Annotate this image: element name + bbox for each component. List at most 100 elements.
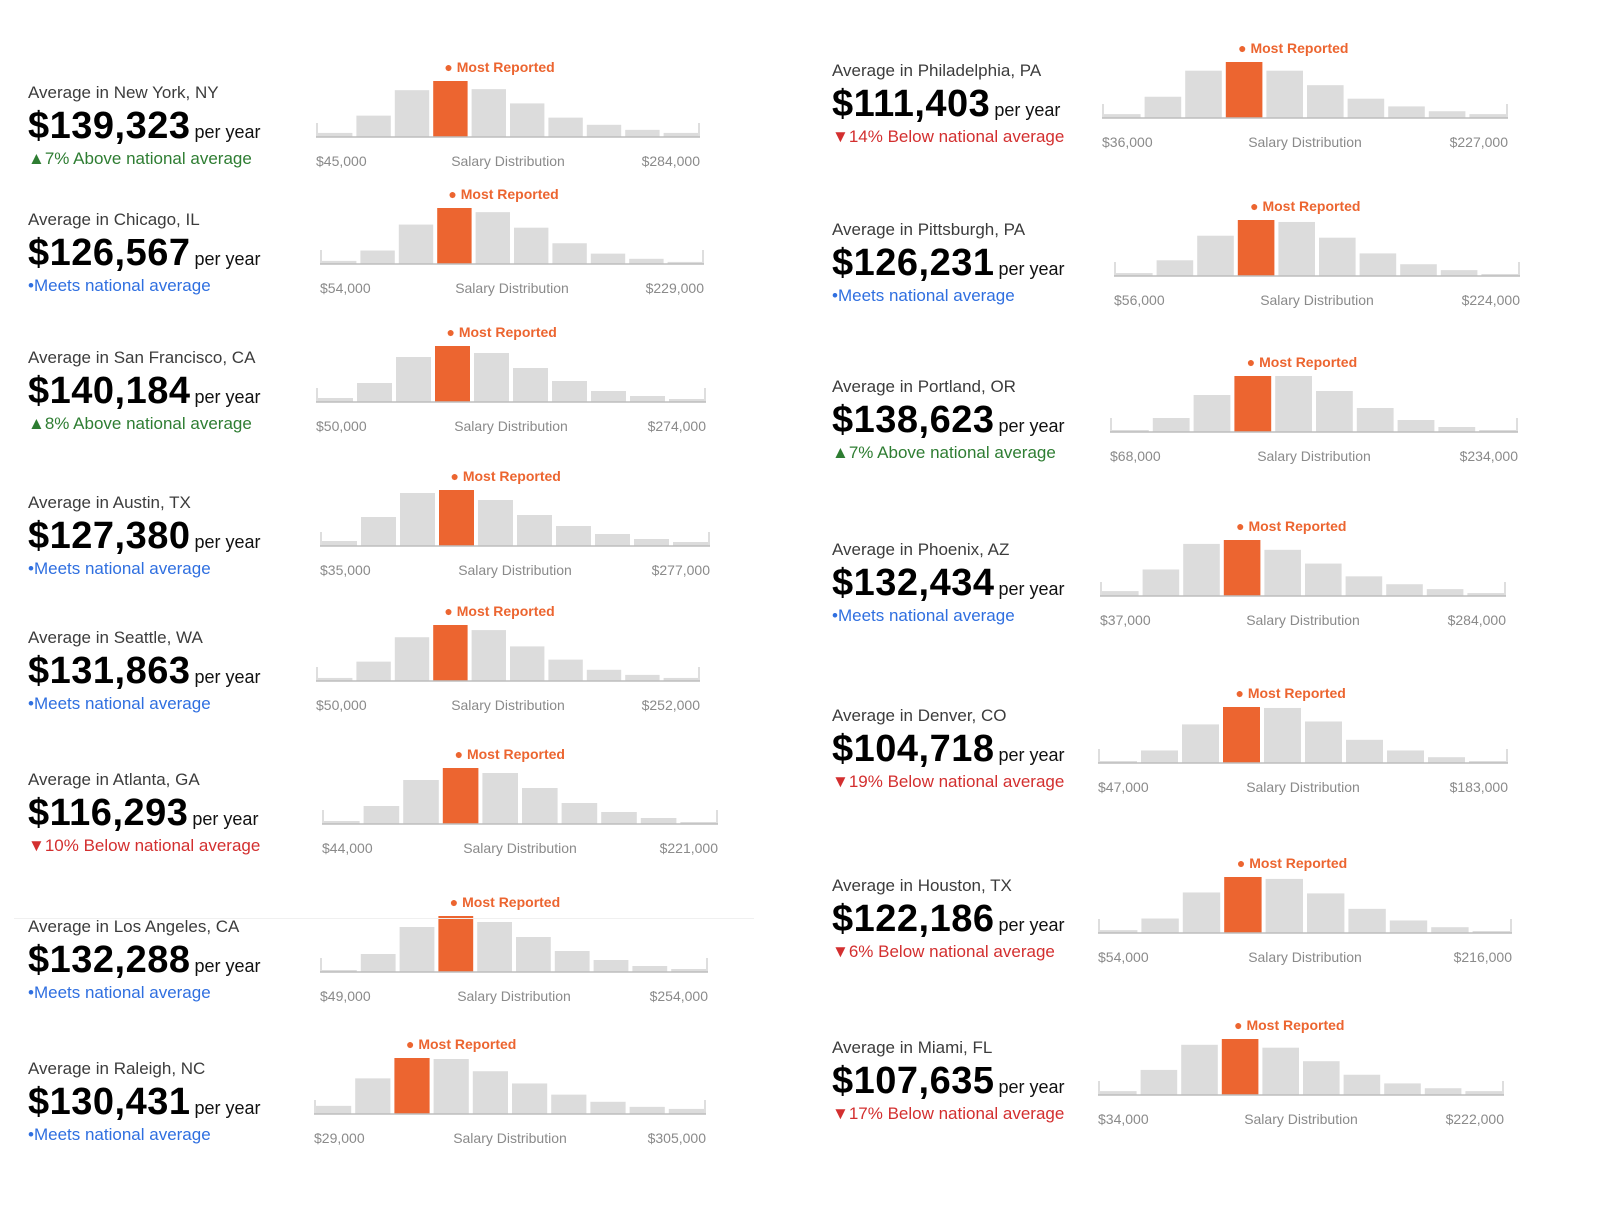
histogram-bar bbox=[398, 224, 434, 264]
salary-amount-line: $111,403 per year bbox=[832, 83, 1132, 126]
histogram-bar bbox=[1472, 931, 1510, 933]
x-axis-title: Salary Distribution bbox=[463, 840, 577, 856]
salary-distribution-chart: ● Most Reported $47,000 Salary Distributio… bbox=[1098, 685, 1508, 795]
salary-panel-los-angeles: Average in Los Angeles, CA $132,288 per ye… bbox=[28, 879, 768, 1029]
average-location-label: Average in Pittsburgh, PA bbox=[832, 220, 1026, 239]
histogram-bar-most-reported bbox=[1234, 376, 1272, 432]
histogram-bar bbox=[1343, 1074, 1381, 1095]
histogram-bar bbox=[629, 1106, 665, 1114]
most-reported-label: ● Most Reported bbox=[455, 746, 565, 762]
min-salary-tick-label: $50,000 bbox=[316, 697, 367, 713]
histogram-bar bbox=[517, 515, 552, 546]
national-average-comparison: •Meets national average bbox=[28, 983, 211, 1002]
histogram-bar bbox=[668, 1108, 704, 1114]
histogram-bar-most-reported bbox=[439, 490, 474, 546]
per-year-label: per year bbox=[192, 809, 259, 829]
histogram-bar bbox=[1346, 739, 1383, 763]
histogram-bar bbox=[1156, 260, 1194, 276]
histogram-bar bbox=[625, 674, 660, 681]
histogram-bar bbox=[1144, 96, 1182, 118]
histogram-bar bbox=[396, 357, 431, 402]
histogram-bar bbox=[1359, 253, 1397, 276]
national-average-comparison: ▲7% Above national average bbox=[832, 443, 1056, 462]
histogram-bar bbox=[1152, 418, 1190, 432]
histogram-bar bbox=[1465, 1091, 1502, 1095]
average-location-label: Average in Los Angeles, CA bbox=[28, 917, 240, 936]
average-location-label: Average in Philadelphia, PA bbox=[832, 61, 1042, 80]
histogram-bar bbox=[586, 669, 622, 681]
most-reported-label: ● Most Reported bbox=[444, 603, 554, 619]
average-salary-amount: $104,718 bbox=[832, 728, 995, 770]
salary-summary: Average in New York, NY $139,323 per year ▲… bbox=[28, 83, 328, 169]
min-salary-tick-label: $45,000 bbox=[316, 153, 367, 169]
histogram-bar bbox=[322, 541, 357, 546]
most-reported-label: ● Most Reported bbox=[1250, 198, 1360, 214]
min-salary-tick-label: $36,000 bbox=[1102, 134, 1153, 150]
salary-distribution-chart: ● Most Reported $34,000 Salary Distributio… bbox=[1098, 1017, 1504, 1127]
per-year-label: per year bbox=[194, 122, 261, 142]
per-year-label: per year bbox=[994, 100, 1061, 120]
salary-amount-line: $104,718 per year bbox=[832, 728, 1132, 771]
histogram-bar bbox=[640, 818, 677, 824]
histogram-bar bbox=[634, 539, 669, 546]
per-year-label: per year bbox=[194, 667, 261, 687]
histogram-bar bbox=[548, 659, 583, 681]
max-salary-tick-label: $224,000 bbox=[1462, 292, 1521, 308]
histogram-bar bbox=[360, 250, 395, 264]
national-average-comparison: ▼14% Below national average bbox=[832, 127, 1065, 146]
histogram-bar-most-reported bbox=[1224, 877, 1262, 933]
salary-summary: Average in Chicago, IL $126,567 per year •M… bbox=[28, 210, 328, 296]
salary-distribution-chart: ● Most Reported $54,000 Salary Distributio… bbox=[320, 186, 704, 296]
salary-distribution-chart: ● Most Reported $68,000 Salary Distributio… bbox=[1110, 354, 1519, 464]
average-salary-amount: $127,380 bbox=[28, 515, 191, 557]
most-reported-label: ● Most Reported bbox=[444, 59, 554, 75]
salary-amount-line: $131,863 per year bbox=[28, 650, 328, 693]
histogram-bar bbox=[591, 391, 626, 402]
histogram-bar bbox=[355, 1078, 391, 1114]
histogram-bar bbox=[1183, 543, 1220, 596]
max-salary-tick-label: $234,000 bbox=[1460, 448, 1519, 464]
panel-divider bbox=[14, 918, 754, 919]
histogram-bar-most-reported bbox=[1221, 1039, 1259, 1095]
histogram-bar bbox=[554, 951, 590, 972]
histogram-bar-most-reported bbox=[1237, 220, 1275, 276]
min-salary-tick-label: $68,000 bbox=[1110, 448, 1161, 464]
salary-amount-line: $122,186 per year bbox=[832, 898, 1132, 941]
salary-summary: Average in Seattle, WA $131,863 per year •M… bbox=[28, 628, 328, 714]
histogram-bar bbox=[1348, 908, 1386, 933]
histogram-bar-most-reported bbox=[1223, 707, 1260, 763]
histogram-bar-most-reported bbox=[435, 346, 470, 402]
histogram-bar bbox=[1100, 1091, 1137, 1095]
histogram-bar bbox=[1102, 591, 1139, 596]
salary-panel-seattle: Average in Seattle, WA $131,863 per year •M… bbox=[28, 588, 768, 738]
histogram-bar-most-reported bbox=[437, 208, 472, 264]
histogram-bar bbox=[1397, 420, 1435, 432]
average-salary-amount: $116,293 bbox=[28, 792, 189, 834]
average-salary-amount: $140,184 bbox=[28, 370, 191, 412]
per-year-label: per year bbox=[194, 387, 261, 407]
average-location-label: Average in Atlanta, GA bbox=[28, 770, 200, 789]
histogram-bar bbox=[510, 646, 545, 681]
histogram-bar bbox=[1141, 750, 1178, 763]
histogram-bar bbox=[1428, 757, 1465, 763]
most-reported-label: ● Most Reported bbox=[1236, 518, 1346, 534]
average-salary-amount: $131,863 bbox=[28, 650, 191, 692]
histogram-bar bbox=[400, 493, 435, 546]
histogram-bar bbox=[322, 260, 357, 264]
average-salary-amount: $132,288 bbox=[28, 939, 191, 981]
salary-summary: Average in Miami, FL $107,635 per year ▼17%… bbox=[832, 1038, 1132, 1124]
salary-panel-pittsburgh: Average in Pittsburgh, PA $126,231 per yea… bbox=[832, 180, 1592, 330]
histogram-bar bbox=[357, 383, 392, 402]
most-reported-label: ● Most Reported bbox=[447, 324, 557, 340]
histogram-bar bbox=[663, 677, 698, 681]
histogram-bar bbox=[667, 261, 702, 264]
salary-distribution-chart: ● Most Reported $54,000 Salary Distributio… bbox=[1098, 855, 1512, 965]
salary-panel-austin: Average in Austin, TX $127,380 per year •Me… bbox=[28, 453, 768, 603]
national-average-comparison: •Meets national average bbox=[28, 559, 211, 578]
histogram-bar bbox=[1266, 70, 1303, 118]
salary-distribution-chart: ● Most Reported $44,000 Salary Distributio… bbox=[322, 746, 718, 856]
histogram-bar bbox=[1193, 395, 1231, 432]
histogram-bar bbox=[1305, 563, 1342, 596]
histogram-bar bbox=[324, 821, 360, 824]
histogram-bar bbox=[1264, 549, 1301, 596]
